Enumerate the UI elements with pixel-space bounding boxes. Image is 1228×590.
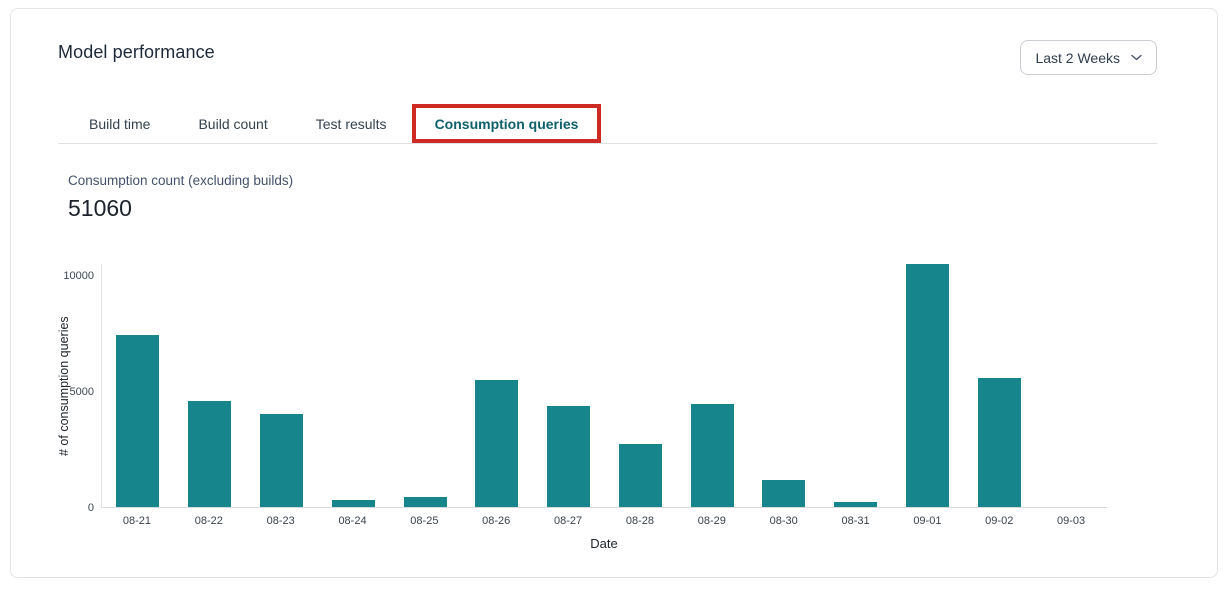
tab-bar: Build time Build count Test results Consump…: [89, 103, 602, 143]
bar-slot: [317, 500, 389, 507]
bar-slot: [748, 480, 820, 507]
bar-slot: [676, 403, 748, 507]
tab-consumption-queries[interactable]: Consumption queries: [411, 103, 602, 143]
chevron-down-icon: [1131, 54, 1142, 61]
bar-08-25[interactable]: [403, 497, 447, 507]
bar-08-28[interactable]: [618, 444, 662, 507]
bar-slot: [604, 444, 676, 507]
x-tick-label: 08-29: [697, 515, 726, 527]
bar-08-30[interactable]: [762, 480, 806, 507]
date-range-dropdown[interactable]: Last 2 Weeks: [1020, 40, 1157, 75]
x-tick-label: 08-23: [266, 515, 295, 527]
consumption-queries-chart: # of consumption queries 0 5000 10000 08-2…: [11, 263, 1217, 564]
x-tick-label: 08-31: [841, 515, 870, 527]
bar-08-24[interactable]: [331, 500, 375, 507]
tab-build-count[interactable]: Build count: [198, 115, 268, 132]
bar-08-27[interactable]: [547, 405, 591, 507]
y-axis-ticks: 0 5000 10000: [11, 264, 94, 514]
bar-slot: [892, 263, 964, 507]
x-tick-label: 09-02: [985, 515, 1014, 527]
x-axis-label: Date: [590, 536, 618, 551]
tab-divider: [58, 143, 1157, 144]
bar-08-23[interactable]: [259, 413, 303, 507]
bar-09-01[interactable]: [905, 263, 949, 507]
bar-slot: [389, 497, 461, 507]
metric-label: Consumption count (excluding builds): [68, 173, 294, 188]
bar-slot: [246, 413, 318, 507]
x-tick-label: 08-27: [554, 515, 583, 527]
x-axis-ticks: 08-21 08-22 08-23 08-24 08-25 08-26 08-27 08-28…: [101, 515, 1107, 527]
x-tick-label: 08-24: [338, 515, 367, 527]
bar-slot: [102, 335, 174, 507]
bar-09-02[interactable]: [977, 378, 1021, 507]
bar-08-31[interactable]: [834, 502, 878, 507]
y-tick-label: 5000: [69, 385, 94, 398]
bar-slot: [461, 379, 533, 507]
tab-build-time[interactable]: Build time: [89, 115, 151, 132]
tab-test-results[interactable]: Test results: [315, 115, 387, 132]
model-performance-card: Model performance Last 2 Weeks Build tim…: [10, 8, 1218, 578]
bar-08-21[interactable]: [116, 335, 160, 507]
plot-area: [101, 263, 1107, 508]
bar-slot: [174, 401, 246, 507]
y-tick-label: 0: [87, 502, 94, 514]
bar-slot: [533, 405, 605, 507]
bar-08-26[interactable]: [475, 379, 519, 507]
bar-08-22[interactable]: [188, 401, 232, 507]
date-range-value: Last 2 Weeks: [1035, 49, 1120, 66]
metric-value: 51060: [68, 195, 132, 221]
y-tick-label: 10000: [63, 269, 94, 282]
x-tick-label: 08-30: [769, 515, 798, 527]
x-tick-label: 09-01: [913, 515, 942, 527]
x-tick-label: 09-03: [1057, 515, 1086, 527]
bar-08-29[interactable]: [690, 403, 734, 507]
bar-slot: [963, 378, 1035, 507]
bar-slot: [820, 502, 892, 507]
page-title: Model performance: [58, 42, 215, 62]
x-tick-label: 08-22: [194, 515, 223, 527]
x-tick-label: 08-25: [410, 515, 439, 527]
x-tick-label: 08-26: [482, 515, 511, 527]
x-tick-label: 08-28: [625, 515, 655, 527]
x-tick-label: 08-21: [122, 515, 151, 527]
